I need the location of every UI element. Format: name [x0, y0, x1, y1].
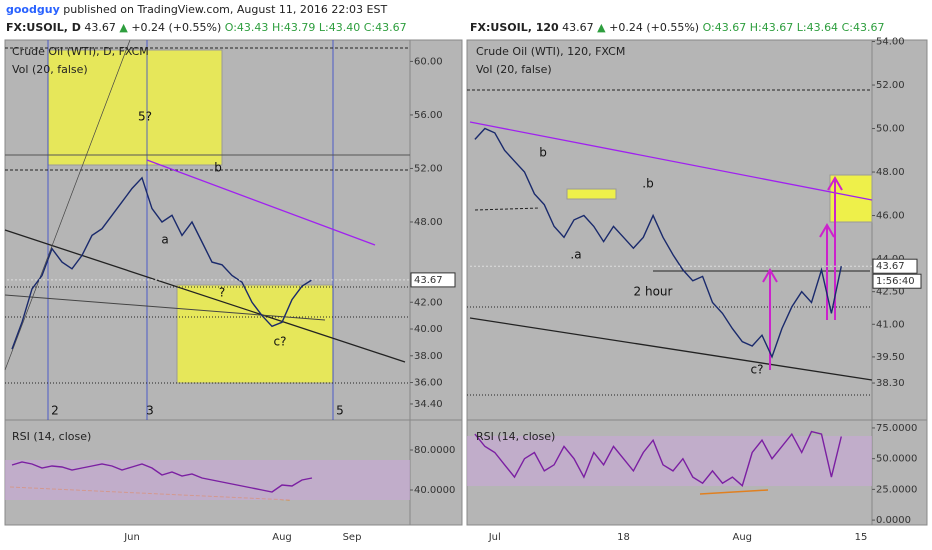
- x-tick-label: Sep: [343, 532, 362, 543]
- annotation: 2 hour: [634, 285, 673, 299]
- annotation: c?: [751, 363, 764, 377]
- last-price-tag: [410, 272, 456, 288]
- annotation: ?: [219, 286, 225, 300]
- ohlc: L:43.40: [319, 21, 360, 34]
- annotation: 5?: [138, 110, 152, 124]
- x-tick-label: Jun: [123, 532, 140, 543]
- last: 43.67: [562, 21, 594, 34]
- rsi-band: [5, 460, 410, 500]
- countdown-tag: [872, 273, 922, 289]
- box: [176, 284, 334, 384]
- user[interactable]: goodguy: [6, 3, 60, 16]
- ohlc: C:43.67: [364, 21, 407, 34]
- y-tick-label: 0.0000: [876, 515, 911, 526]
- x-tick-label: 15: [855, 532, 868, 543]
- rsi-band: [467, 436, 872, 486]
- y-tick-label: 80.0000: [414, 445, 455, 456]
- published: published on TradingView.com, August 11,…: [63, 3, 387, 16]
- ohlc: H:43.67: [750, 21, 793, 34]
- y-tick-label: 39.50: [876, 352, 905, 363]
- y-tick-label: 36.00: [414, 378, 443, 389]
- y-tick-label: 75.0000: [876, 423, 917, 434]
- y-tick-label: 52.00: [876, 80, 905, 91]
- y-tick-label: 56.00: [414, 110, 443, 121]
- last-price-label: 43.67: [414, 275, 443, 286]
- series-line: [11, 461, 313, 493]
- y-tick-label: 48.00: [414, 217, 443, 228]
- arrow: ▲: [119, 21, 128, 34]
- change: +0.24 (+0.55%): [609, 21, 699, 34]
- ohlc: C:43.67: [842, 21, 885, 34]
- x-tick-label: Jul: [488, 532, 501, 543]
- annotation: .a: [570, 248, 581, 262]
- y-tick-label: 40.00: [414, 324, 443, 335]
- y-tick-label: 54.00: [876, 37, 905, 48]
- annotation: 5: [336, 404, 344, 418]
- x-tick-label: Aug: [272, 532, 292, 543]
- annotation: 2: [51, 404, 59, 418]
- ohlc: O:43.43: [225, 21, 269, 34]
- pane-subtitle: Vol (20, false): [476, 63, 552, 76]
- last: 43.67: [84, 21, 116, 34]
- series-line: [474, 127, 842, 359]
- annotation: a: [161, 233, 168, 247]
- annotation: b: [214, 161, 222, 175]
- annotation: 3: [146, 404, 154, 418]
- arrow: ▲: [597, 21, 606, 34]
- ohlc: H:43.79: [272, 21, 315, 34]
- pane-title: RSI (14, close): [12, 430, 91, 443]
- ohlc: O:43.67: [703, 21, 747, 34]
- symbol: FX:USOIL, D: [6, 21, 81, 34]
- y-tick-label: 38.00: [414, 351, 443, 362]
- box: [566, 188, 617, 200]
- y-tick-label: 42.50: [876, 287, 905, 298]
- change: +0.24 (+0.55%): [131, 21, 221, 34]
- ohlc: L:43.64: [797, 21, 838, 34]
- symbol: FX:USOIL, 120: [470, 21, 559, 34]
- pane-title: Crude Oil (WTI), D, FXCM: [12, 45, 149, 58]
- symbol-line: FX:USOIL, D 43.67 ▲ +0.24 (+0.55%) O:43.…: [6, 21, 407, 34]
- series-line: [474, 430, 842, 487]
- symbol-line: FX:USOIL, 120 43.67 ▲ +0.24 (+0.55%) O:4…: [470, 21, 884, 34]
- y-tick-label: 50.00: [876, 124, 905, 135]
- y-tick-label: 41.00: [876, 319, 905, 330]
- y-tick-label: 38.30: [876, 378, 905, 389]
- x-tick-label: Aug: [732, 532, 752, 543]
- y-tick-label: 40.0000: [414, 485, 455, 496]
- y-tick-label: 52.00: [414, 163, 443, 174]
- y-tick-label: 46.00: [876, 211, 905, 222]
- countdown: 1:56:40: [876, 276, 915, 287]
- y-tick-label: 48.00: [876, 167, 905, 178]
- publish-line: goodguy published on TradingView.com, Au…: [6, 3, 387, 16]
- last-price-label: 43.67: [876, 261, 905, 272]
- y-tick-label: 60.00: [414, 56, 443, 67]
- right-lines: [467, 89, 873, 495]
- annotation: .b: [642, 177, 653, 191]
- y-tick-label: 50.0000: [876, 454, 917, 465]
- y-tick-label: 42.00: [414, 297, 443, 308]
- annotation: c?: [274, 335, 287, 349]
- x-tick-label: 18: [617, 532, 630, 543]
- pane-subtitle: Vol (20, false): [12, 63, 88, 76]
- pane-title: RSI (14, close): [476, 430, 555, 443]
- last-price-tag: [872, 258, 918, 274]
- y-tick-label: 25.0000: [876, 484, 917, 495]
- series-line: [11, 176, 313, 350]
- annotation: b: [539, 146, 547, 160]
- y-tick-label: 34.40: [414, 399, 443, 410]
- box: [47, 49, 223, 166]
- pane-title: Crude Oil (WTI), 120, FXCM: [476, 45, 625, 58]
